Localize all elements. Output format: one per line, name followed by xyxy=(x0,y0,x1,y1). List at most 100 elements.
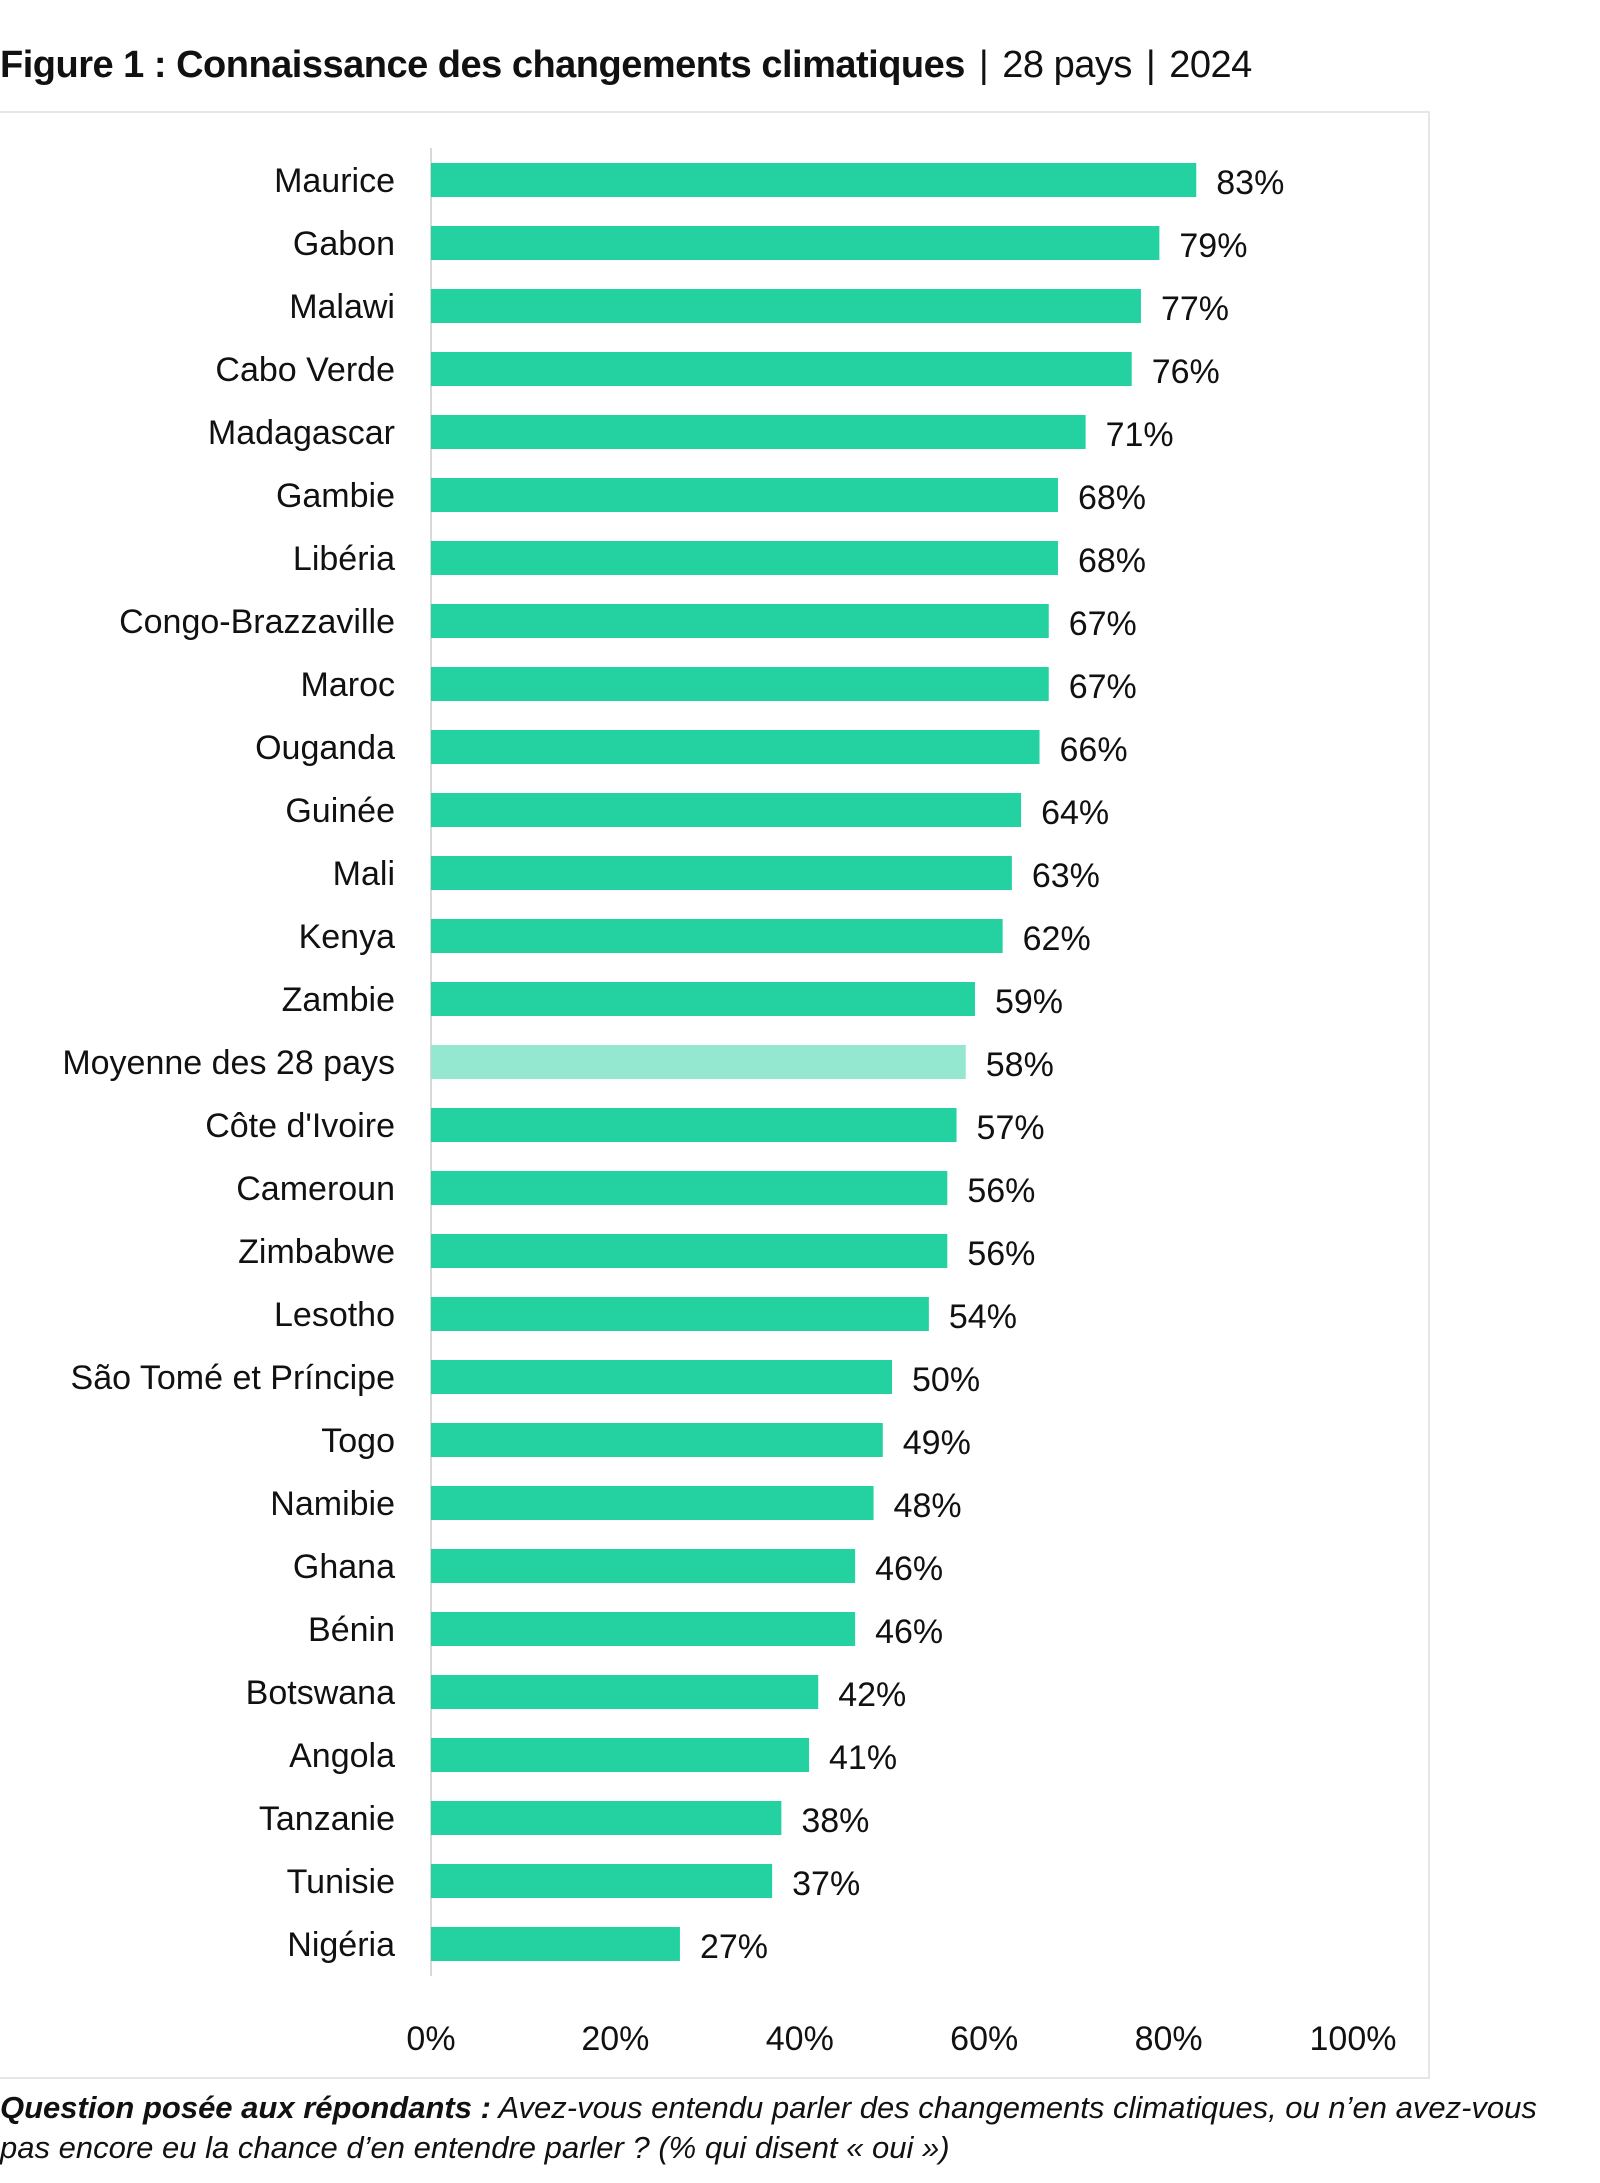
data-label: 63% xyxy=(1032,857,1100,895)
title-separator: | xyxy=(978,44,989,86)
data-label: 71% xyxy=(1106,416,1174,454)
bar xyxy=(431,415,1086,449)
x-tick-label: 40% xyxy=(766,2020,834,2058)
category-label: Moyenne des 28 pays xyxy=(62,1044,395,1082)
data-label: 56% xyxy=(967,1172,1035,1210)
bar xyxy=(431,289,1141,323)
bar xyxy=(431,1297,929,1331)
average-bar xyxy=(431,1045,966,1079)
x-tick-label: 0% xyxy=(406,2020,455,2058)
x-tick-label: 60% xyxy=(950,2020,1018,2058)
bar xyxy=(431,919,1003,953)
x-tick-label: 20% xyxy=(581,2020,649,2058)
category-label: Côte d'Ivoire xyxy=(205,1107,395,1145)
bar xyxy=(431,541,1058,575)
bar xyxy=(431,667,1049,701)
bar xyxy=(431,856,1012,890)
data-label: 64% xyxy=(1041,794,1109,832)
bar xyxy=(431,478,1058,512)
category-label: Botswana xyxy=(246,1674,395,1712)
bar xyxy=(431,1423,883,1457)
category-label: Mali xyxy=(333,855,395,893)
bar xyxy=(431,1864,773,1898)
title-separator: | xyxy=(1145,44,1156,86)
category-label: Angola xyxy=(289,1737,395,1775)
bar xyxy=(431,1549,856,1583)
bar xyxy=(431,163,1197,197)
data-label: 66% xyxy=(1060,731,1128,769)
category-label: Cabo Verde xyxy=(215,351,395,389)
bar xyxy=(431,1738,810,1772)
category-label: Congo-Brazzaville xyxy=(119,603,395,641)
data-label: 58% xyxy=(986,1046,1054,1084)
bar xyxy=(431,1360,892,1394)
category-label: São Tomé et Príncipe xyxy=(71,1359,395,1397)
category-label: Cameroun xyxy=(236,1170,395,1208)
bar xyxy=(431,226,1160,260)
data-label: 46% xyxy=(875,1613,943,1651)
question-note: Question posée aux répondants : Avez-vou… xyxy=(0,2088,1560,2168)
category-label: Bénin xyxy=(308,1611,395,1649)
data-label: 77% xyxy=(1161,290,1229,328)
question-text: Avez-vous entendu parler des changements… xyxy=(0,2090,1537,2165)
bar xyxy=(431,352,1132,386)
category-label: Maurice xyxy=(274,162,395,200)
data-label: 46% xyxy=(875,1550,943,1588)
x-tick-label: 80% xyxy=(1135,2020,1203,2058)
data-label: 67% xyxy=(1069,668,1137,706)
bar xyxy=(431,1801,782,1835)
x-tick-label: 100% xyxy=(1310,2020,1397,2058)
category-label: Ghana xyxy=(293,1548,395,1586)
category-label: Zambie xyxy=(282,981,395,1019)
category-label: Nigéria xyxy=(287,1926,395,1964)
data-label: 68% xyxy=(1078,542,1146,580)
category-label: Lesotho xyxy=(274,1296,395,1334)
category-label: Malawi xyxy=(289,288,395,326)
bar xyxy=(431,1486,874,1520)
category-label: Maroc xyxy=(301,666,395,704)
bar xyxy=(431,1234,948,1268)
bar xyxy=(431,982,975,1016)
category-label: Tunisie xyxy=(287,1863,395,1901)
bar xyxy=(431,730,1040,764)
data-label: 68% xyxy=(1078,479,1146,517)
data-label: 79% xyxy=(1179,227,1247,265)
category-label: Namibie xyxy=(270,1485,395,1523)
title-year: 2024 xyxy=(1169,44,1252,86)
data-label: 54% xyxy=(949,1298,1017,1336)
data-label: 62% xyxy=(1023,920,1091,958)
data-label: 38% xyxy=(801,1802,869,1840)
category-label: Madagascar xyxy=(208,414,395,452)
title-countries: 28 pays xyxy=(1002,44,1132,86)
bar xyxy=(431,1927,680,1961)
data-label: 49% xyxy=(903,1424,971,1462)
data-label: 83% xyxy=(1216,164,1284,202)
data-label: 56% xyxy=(967,1235,1035,1273)
chart-title: Figure 1 : Connaissance des changements … xyxy=(0,44,1252,87)
bar xyxy=(431,1108,957,1142)
category-label: Zimbabwe xyxy=(238,1233,395,1271)
data-label: 57% xyxy=(977,1109,1045,1147)
category-label: Gabon xyxy=(293,225,395,263)
bar xyxy=(431,1171,948,1205)
data-label: 41% xyxy=(829,1739,897,1777)
category-label: Guinée xyxy=(285,792,395,830)
data-label: 50% xyxy=(912,1361,980,1399)
category-label: Kenya xyxy=(299,918,395,956)
bar xyxy=(431,1675,819,1709)
bar xyxy=(431,604,1049,638)
category-label: Libéria xyxy=(293,540,395,578)
data-label: 37% xyxy=(792,1865,860,1903)
data-label: 42% xyxy=(838,1676,906,1714)
data-label: 27% xyxy=(700,1928,768,1966)
data-label: 48% xyxy=(894,1487,962,1525)
category-label: Gambie xyxy=(276,477,395,515)
category-label: Ouganda xyxy=(255,729,395,767)
data-label: 67% xyxy=(1069,605,1137,643)
data-label: 59% xyxy=(995,983,1063,1021)
title-main: Figure 1 : Connaissance des changements … xyxy=(0,44,965,86)
category-label: Togo xyxy=(321,1422,395,1460)
data-label: 76% xyxy=(1152,353,1220,391)
chart-frame xyxy=(0,111,1430,2079)
